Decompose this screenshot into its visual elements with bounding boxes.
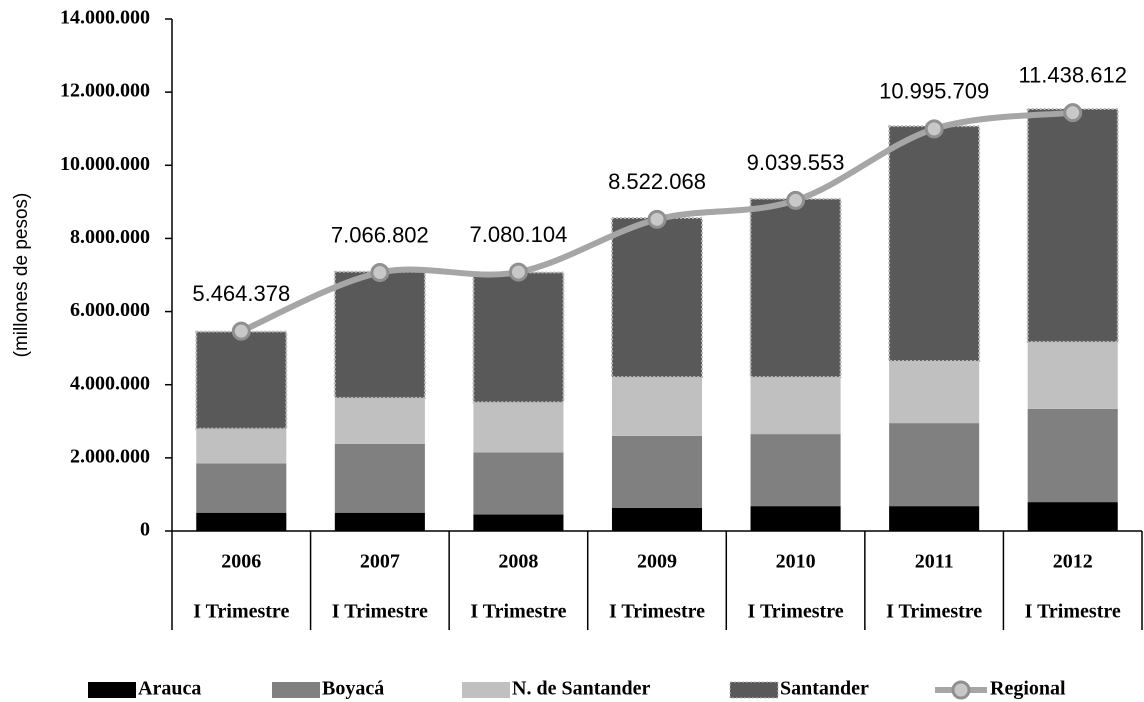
x-sublabel: I Trimestre: [1025, 601, 1121, 623]
line-marker: [924, 119, 944, 139]
bar-segment: [749, 197, 842, 379]
bar-segment: [473, 514, 564, 531]
x-tick-label: 2008: [498, 551, 538, 573]
y-tick-label: 0: [140, 519, 150, 541]
data-label: 8.522.068: [608, 169, 706, 194]
data-label: 11.438.612: [1018, 62, 1126, 87]
x-tick-label: 2009: [637, 551, 677, 573]
bar-segment: [889, 360, 980, 424]
bar-segment: [611, 507, 703, 531]
bar-segment: [1027, 502, 1118, 531]
line-marker: [370, 263, 390, 283]
line-marker: [647, 209, 667, 229]
y-tick-label: 8.000.000: [70, 226, 150, 248]
data-label: 9.039.553: [747, 150, 845, 175]
y-tick-label: 2.000.000: [70, 445, 150, 467]
bar-segment: [611, 435, 703, 508]
x-sublabel: I Trimestre: [193, 601, 289, 623]
legend-label: Santander: [780, 678, 869, 700]
bar-segment: [334, 512, 425, 531]
legend-swatch: [729, 681, 779, 699]
bar-segment: [750, 377, 841, 435]
legend-swatch: [272, 682, 320, 698]
data-label: 7.080.104: [469, 222, 567, 247]
bar-segment: [889, 506, 980, 531]
bar-segment: [473, 402, 564, 453]
bar-segment: [889, 423, 980, 507]
x-sublabel: I Trimestre: [886, 601, 982, 623]
y-tick-label: 12.000.000: [60, 80, 150, 102]
legend-label: Arauca: [138, 678, 201, 700]
legend-label: Regional: [990, 678, 1066, 700]
bar-segment: [195, 330, 288, 430]
y-axis-title: (millones de pesos): [11, 193, 32, 358]
data-label: 10.995.709: [879, 79, 989, 104]
bar-segment: [750, 506, 841, 531]
x-sublabel: I Trimestre: [609, 601, 705, 623]
x-tick-label: 2012: [1053, 551, 1093, 573]
line-marker: [1063, 103, 1083, 123]
bar-segment: [196, 512, 287, 531]
bar-segment: [610, 216, 704, 379]
legend-swatch: [88, 682, 136, 698]
y-tick-label: 14.000.000: [60, 7, 150, 29]
legend-label: Boyacá: [322, 678, 384, 700]
bar-segment: [888, 125, 981, 362]
line-marker: [508, 262, 528, 282]
y-tick-label: 4.000.000: [70, 372, 150, 394]
bar-segment: [472, 271, 565, 404]
data-label: 5.464.378: [192, 281, 290, 306]
data-label: 7.066.802: [331, 222, 429, 247]
x-tick-label: 2006: [221, 551, 261, 573]
legend-label: N. de Santander: [512, 678, 650, 700]
bar-segment: [334, 443, 425, 513]
x-sublabel: I Trimestre: [748, 601, 844, 623]
x-tick-label: 2011: [915, 551, 954, 573]
line-marker: [231, 321, 251, 341]
bar-segment: [196, 463, 287, 513]
bar-segment: [196, 428, 287, 464]
bar-segment: [1027, 341, 1118, 409]
y-tick-label: 6.000.000: [70, 299, 150, 321]
bar-segment: [750, 434, 841, 507]
y-tick-label: 10.000.000: [60, 153, 150, 175]
bar-segment: [611, 377, 703, 436]
x-sublabel: I Trimestre: [332, 601, 428, 623]
bar-segment: [473, 452, 564, 515]
x-tick-label: 2007: [360, 551, 400, 573]
x-sublabel: I Trimestre: [470, 601, 566, 623]
legend-marker: [951, 680, 971, 700]
bar-segment: [1027, 408, 1118, 503]
bar-segment: [333, 270, 426, 399]
bar-segment: [334, 397, 425, 444]
legend-swatch: [462, 682, 510, 698]
bar-segment: [1026, 107, 1119, 343]
line-marker: [786, 190, 806, 210]
x-tick-label: 2010: [776, 551, 816, 573]
